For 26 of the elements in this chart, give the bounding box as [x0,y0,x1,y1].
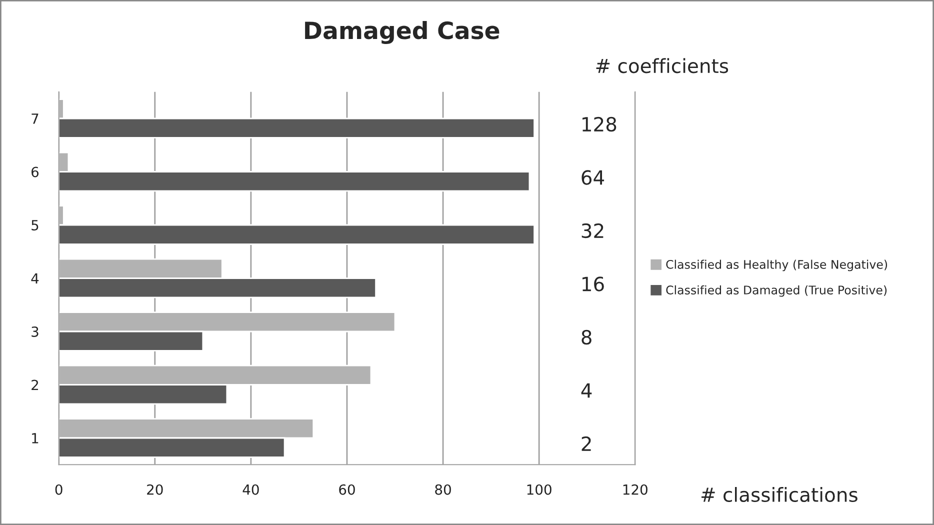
y-tick-label: 3 [32,326,38,337]
legend-label: Classified as Healthy (False Negative) [666,260,888,272]
x-tick-label: 60 [339,484,355,495]
y-tick-label: 2 [32,380,38,390]
x-tick-label: 0 [55,484,62,495]
annotation: 2 [582,436,591,451]
x-tick-label: 20 [147,484,163,495]
annotation: 32 [582,223,604,238]
annotation: 128 [582,116,616,132]
y-tick-label: 1 [32,433,38,444]
x-tick-label: 80 [435,484,451,495]
y-tick-label: 5 [32,220,38,230]
x-tick-label: 40 [242,484,259,495]
annotation: 16 [582,276,604,292]
y-tick-label: 4 [31,273,39,284]
legend-label: Classified as Damaged (True Positive) [666,285,887,297]
x-axis-title: # classifications [702,486,858,502]
annotation: 4 [581,383,592,398]
x-tick-label: 100 [527,484,552,495]
y-tick-label: 7 [32,114,38,124]
y-tick-label: 6 [32,166,39,178]
x-tick-label: 120 [623,484,648,495]
annotation: 64 [582,170,604,185]
text: # coefficients [596,58,728,74]
annotation: 8 [582,330,592,345]
chart-title: Damaged Case [305,21,500,44]
